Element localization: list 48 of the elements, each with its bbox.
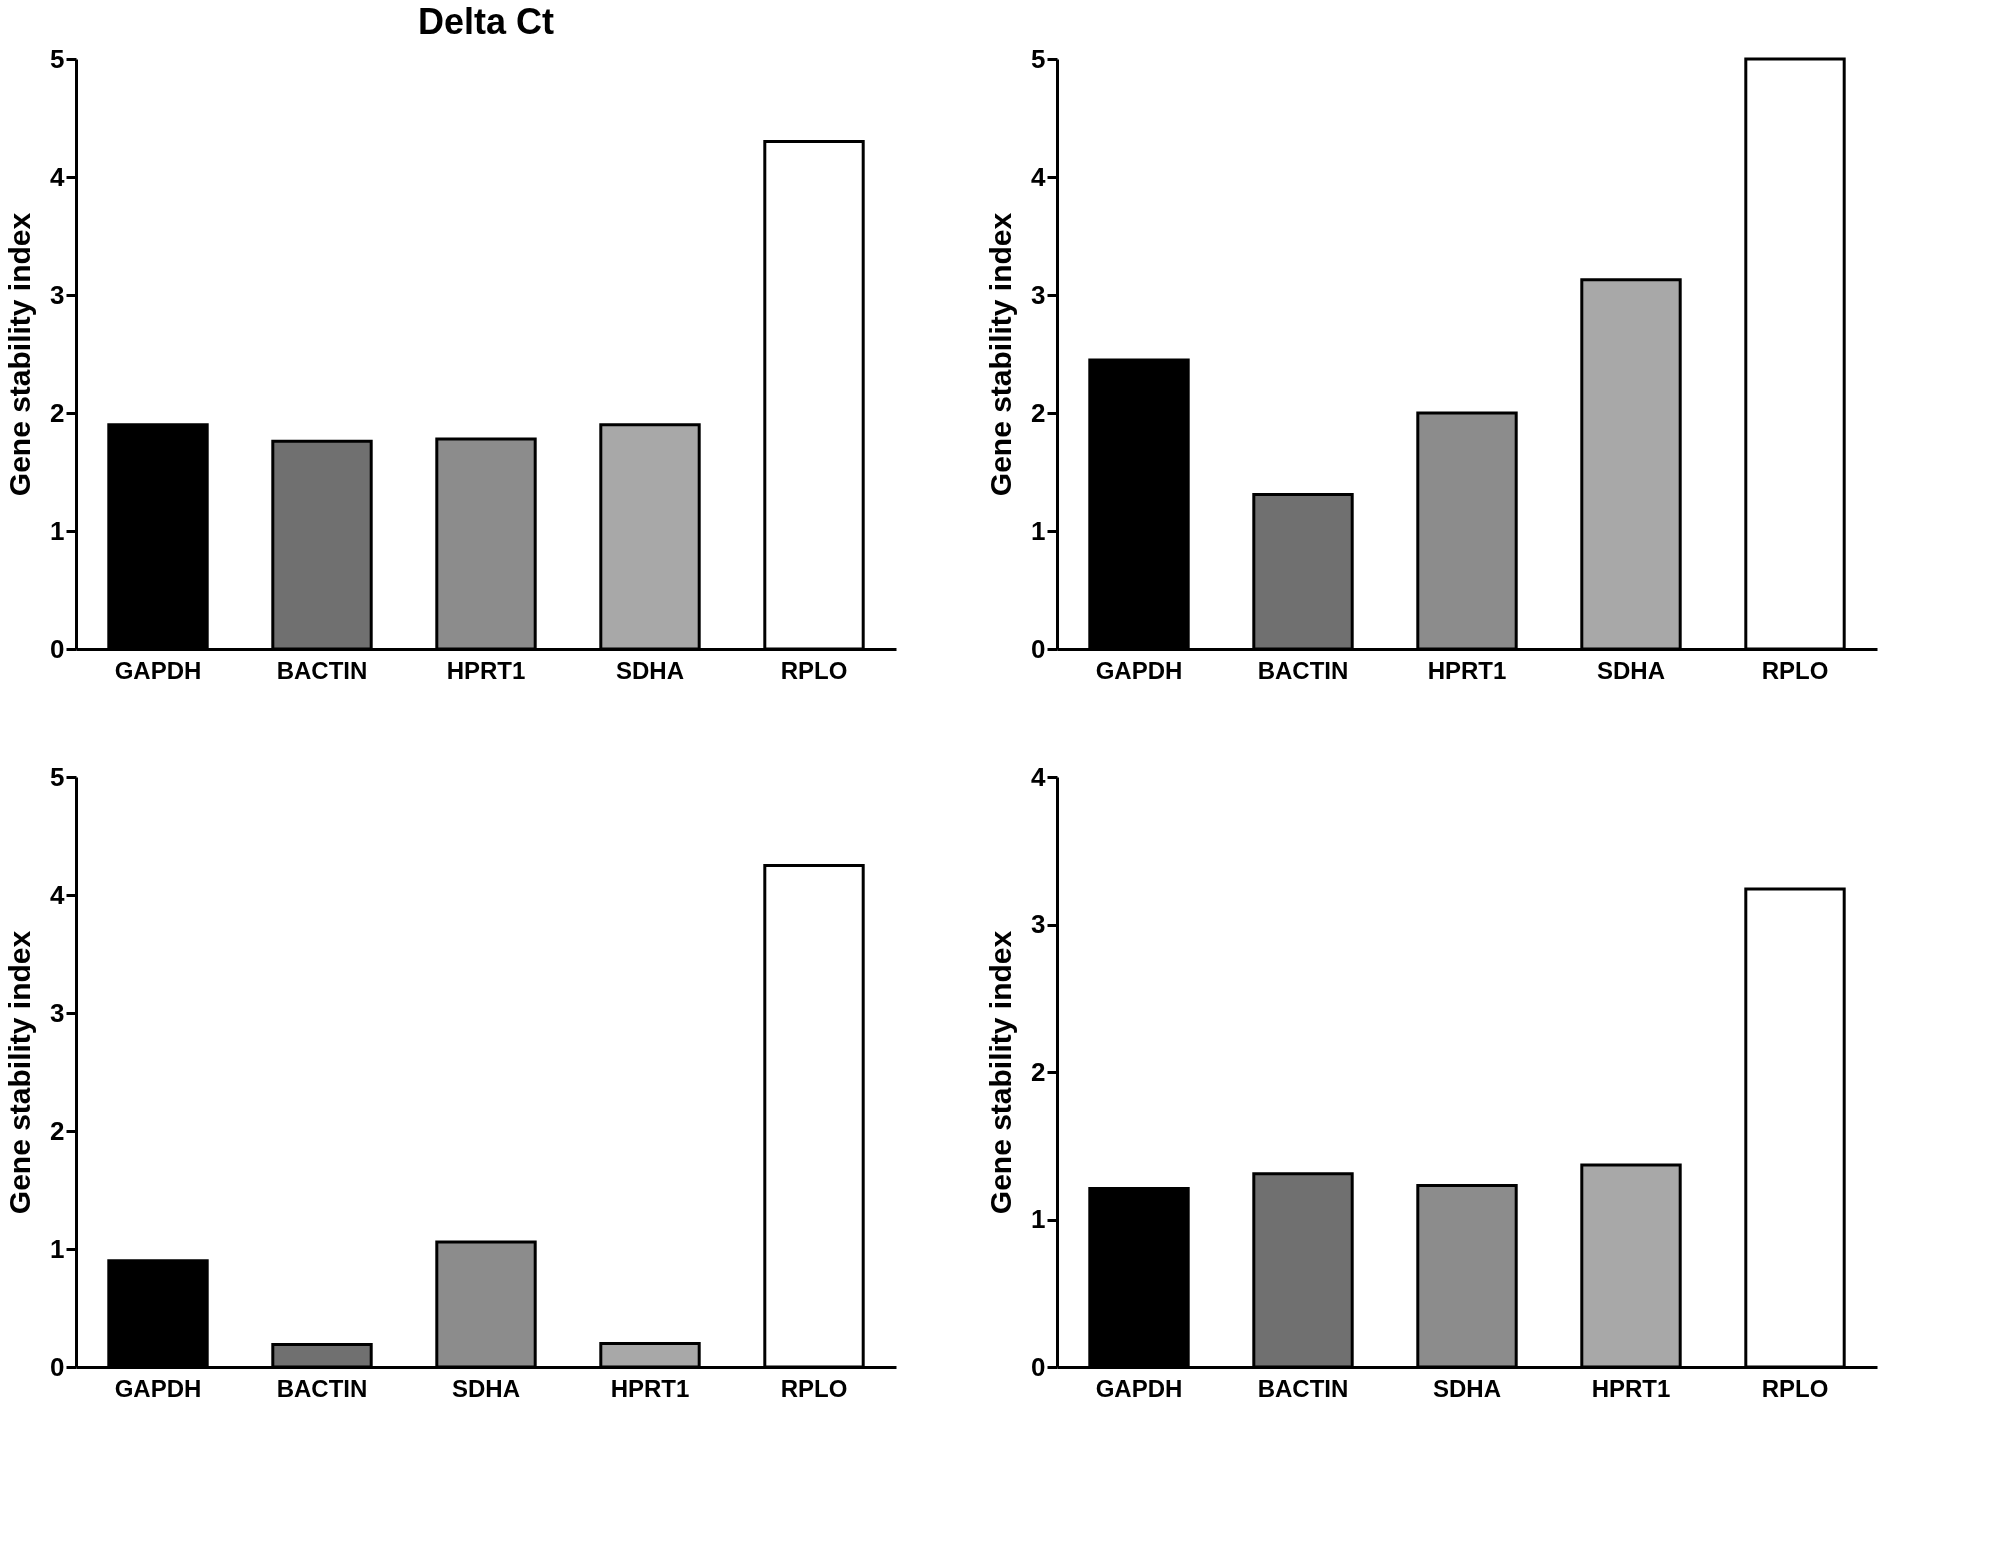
y-tick-label: 3 bbox=[1031, 279, 1046, 310]
y-tick-label: 2 bbox=[50, 1115, 65, 1146]
x-tick-label: BACTIN bbox=[1257, 1374, 1349, 1402]
y-tick-label: 2 bbox=[1031, 1056, 1046, 1087]
x-tick-label: BACTIN bbox=[276, 656, 368, 684]
y-tick-label: 5 bbox=[1031, 43, 1046, 74]
x-tick-label: HPRT1 bbox=[610, 1374, 690, 1402]
y-tick-label: 4 bbox=[50, 879, 66, 910]
y-tick-label: 3 bbox=[50, 997, 65, 1028]
x-tick-label: SDHA bbox=[1432, 1374, 1502, 1402]
y-tick-label: 1 bbox=[50, 1233, 65, 1264]
x-tick-label: SDHA bbox=[451, 1374, 521, 1402]
x-tick-label: HPRT1 bbox=[1427, 656, 1507, 684]
y-tick-label: 2 bbox=[50, 397, 65, 428]
y-tick-label: 5 bbox=[50, 761, 65, 792]
y-tick-label: 0 bbox=[50, 1351, 65, 1382]
x-tick-label: SDHA bbox=[1596, 656, 1666, 684]
x-tick-label: HPRT1 bbox=[1591, 1374, 1671, 1402]
x-tick-label: GAPDH bbox=[1095, 656, 1183, 684]
y-tick-label: 2 bbox=[1031, 397, 1046, 428]
y-tick-label: 1 bbox=[1031, 515, 1046, 546]
y-tick-label: 5 bbox=[50, 43, 65, 74]
x-tick-label: HPRT1 bbox=[446, 656, 526, 684]
y-tick-label: 1 bbox=[50, 515, 65, 546]
y-axis-title: Gene stability index bbox=[3, 212, 37, 497]
x-tick-label: RPLO bbox=[780, 1374, 848, 1402]
x-tick-label: GAPDH bbox=[114, 1374, 202, 1402]
y-tick-label: 4 bbox=[1031, 161, 1047, 192]
y-tick-label: 0 bbox=[50, 633, 65, 664]
x-tick-label: GAPDH bbox=[114, 656, 202, 684]
x-tick-label: BACTIN bbox=[276, 1374, 368, 1402]
y-tick-label: 0 bbox=[1031, 633, 1046, 664]
y-tick-label: 4 bbox=[1031, 761, 1047, 792]
y-tick-label: 0 bbox=[1031, 1351, 1046, 1382]
x-tick-label: RPLO bbox=[780, 656, 848, 684]
x-tick-label: BACTIN bbox=[1257, 656, 1349, 684]
x-tick-label: SDHA bbox=[615, 656, 685, 684]
y-tick-label: 4 bbox=[50, 161, 66, 192]
y-tick-label: 3 bbox=[1031, 909, 1046, 939]
y-axis-title: Gene stability index bbox=[3, 930, 37, 1215]
y-tick-label: 3 bbox=[50, 279, 65, 310]
chart-title: Delta Ct bbox=[417, 1, 555, 42]
y-axis-title: Gene stability index bbox=[984, 930, 1018, 1215]
y-tick-label: 1 bbox=[1031, 1204, 1046, 1234]
x-tick-label: GAPDH bbox=[1095, 1374, 1183, 1402]
y-axis-title: Gene stability index bbox=[984, 212, 1018, 497]
x-tick-label: RPLO bbox=[1761, 1374, 1829, 1402]
x-tick-label: RPLO bbox=[1761, 656, 1829, 684]
